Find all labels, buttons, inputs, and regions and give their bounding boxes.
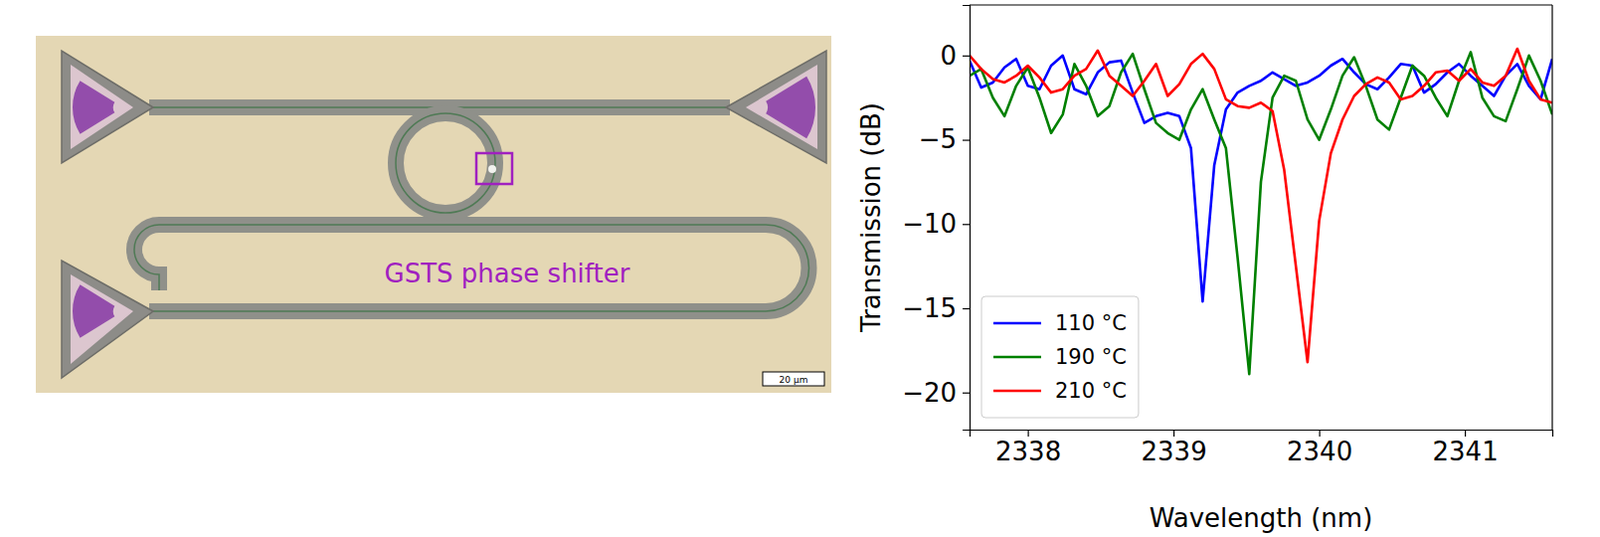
tick-mark [1464, 429, 1466, 437]
micrograph-background [35, 35, 832, 393]
chart: 2338 2339 2340 2341 −20 −15 −10 −5 0 Wavelength (… [856, 4, 1553, 534]
tick: 2340 [1286, 429, 1353, 467]
tick: 0 [939, 40, 970, 71]
frame-top [969, 3, 1553, 5]
series-lines [969, 48, 1553, 374]
grating-coupler-grating [72, 80, 115, 134]
tick: 2338 [995, 429, 1062, 467]
tick: −5 [918, 124, 970, 155]
tick-mark [1173, 429, 1175, 437]
grating-coupler-inner [70, 274, 134, 364]
ring-core [395, 113, 496, 213]
tick-mark [962, 308, 970, 310]
tick-mark [962, 55, 970, 57]
grating-coupler [61, 50, 154, 164]
loop-waveguide-core [134, 224, 810, 312]
grating-coupler-grating [765, 76, 816, 140]
canvas: GSTS phase shifter 20 µm 2338 2339 2340 2341 −… [0, 0, 1600, 537]
tick-mark [962, 139, 970, 141]
grating-coupler [725, 50, 827, 164]
tick-label: 2341 [1432, 436, 1499, 467]
tick-label: −20 [901, 377, 957, 408]
y-axis-title: Transmission (dB) [856, 102, 887, 334]
legend-swatch [993, 322, 1042, 326]
axis-line [970, 430, 1554, 438]
grating-coupler-grating [72, 284, 115, 338]
tick-label: 2339 [1141, 436, 1208, 467]
tick-mark [1027, 429, 1029, 437]
phase-shifter-box [476, 153, 513, 184]
series-line [969, 48, 1553, 362]
legend-label: 190 °C [1055, 345, 1127, 369]
tick: −20 [901, 377, 970, 408]
tick-mark [962, 223, 970, 225]
micrograph: GSTS phase shifter 20 µm [35, 35, 832, 393]
tick-label: −10 [901, 208, 957, 239]
x-axis: 2338 2339 2340 2341 [970, 429, 1554, 467]
loop-waveguide [134, 224, 810, 312]
phase-shifter-patch [488, 165, 497, 174]
legend-box [981, 296, 1139, 418]
grating-coupler-inner [70, 64, 134, 150]
tick-label: 0 [939, 40, 957, 71]
y-axis: −20 −15 −10 −5 0 [901, 5, 970, 431]
tick: 2339 [1141, 429, 1208, 467]
x-axis-title: Wavelength (nm) [1149, 503, 1374, 534]
legend-label: 210 °C [1055, 378, 1127, 403]
legend-label: 110 °C [1055, 311, 1127, 336]
annotation: GSTS phase shifter [384, 258, 631, 289]
scale-bar [762, 371, 825, 386]
tick-label: −5 [918, 124, 957, 155]
tick: −15 [901, 293, 970, 324]
tick: −10 [901, 208, 970, 239]
axis-line [962, 5, 971, 431]
tick: 2341 [1432, 429, 1499, 467]
tick-mark [1318, 429, 1320, 437]
tick-label: 2338 [995, 436, 1062, 467]
ring-resonator [395, 113, 496, 213]
tick-label: −15 [901, 293, 957, 324]
tick-mark [962, 392, 970, 394]
legend: 110 °C 190 °C 210 °C [981, 296, 1139, 418]
tick-label: 2340 [1286, 436, 1353, 467]
grating-coupler [61, 260, 154, 378]
scale-bar-label: 20 µm [779, 374, 809, 385]
legend-swatch [993, 355, 1042, 359]
grating-coupler-inner [745, 64, 818, 150]
series-line [969, 51, 1553, 374]
legend-swatch [993, 389, 1042, 393]
frame-right [1551, 4, 1553, 430]
